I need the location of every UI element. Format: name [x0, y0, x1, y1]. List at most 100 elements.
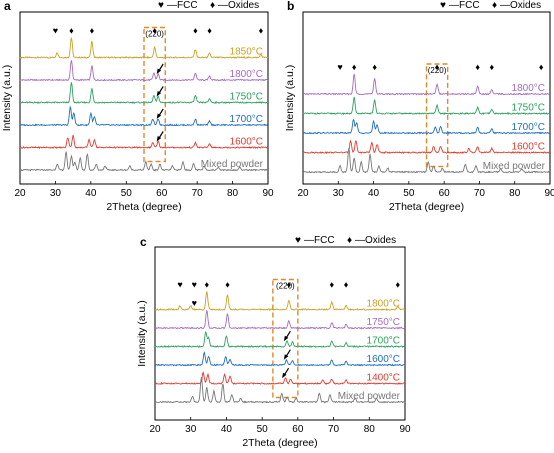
series-label: 1700°C — [512, 122, 545, 133]
arrow-head-icon — [156, 68, 162, 74]
legend-oxides-label: —Oxides — [500, 0, 541, 11]
highlight-box — [425, 63, 449, 168]
series-label: 1800°C — [512, 83, 545, 94]
arrow-head-icon — [283, 354, 289, 360]
series-line-3 — [19, 105, 269, 127]
series-line-2 — [19, 82, 269, 105]
series-label: 1850°C — [230, 47, 263, 58]
series-label: 1750°C — [367, 317, 400, 328]
oxide-marker-icon: ♦ — [344, 280, 349, 290]
series-line-3 — [154, 351, 406, 367]
x-tick-label: 40 — [368, 188, 380, 199]
fcc-marker-icon: ♥ — [177, 280, 182, 290]
series-line-5 — [19, 151, 269, 172]
legend-oxides-icon: ♦ — [347, 235, 352, 246]
series-label: 1700°C — [230, 114, 263, 125]
series-label: 1600°C — [230, 137, 263, 148]
series-line-1 — [154, 310, 406, 330]
oxide-marker-icon: ♦ — [329, 280, 334, 290]
y-axis-label: Intensity (a.u.) — [284, 65, 296, 132]
highlight-label: (220) — [145, 30, 164, 39]
series-line-4 — [19, 134, 269, 150]
x-tick-label: 60 — [439, 188, 451, 199]
series-line-1 — [19, 60, 269, 82]
series-line-5 — [154, 377, 406, 404]
legend-fcc-icon: ♥ — [440, 0, 446, 11]
series-label: 1700°C — [367, 336, 400, 347]
oxide-marker-icon: ♦ — [352, 62, 357, 72]
oxide-marker-icon: ♦ — [259, 26, 264, 36]
oxide-marker-icon: ♦ — [207, 26, 212, 36]
legend-fcc-icon: ♥ — [158, 0, 164, 11]
plot-frame — [302, 11, 551, 185]
series-line-4 — [154, 370, 405, 385]
highlight-box — [143, 26, 166, 163]
oxide-marker-icon: ♦ — [435, 62, 440, 72]
plot-frame — [154, 246, 406, 421]
x-tick-label: 60 — [156, 188, 168, 199]
x-tick-label: 90 — [544, 188, 554, 199]
x-tick-label: 70 — [192, 188, 204, 199]
series-label: 1800°C — [230, 69, 263, 80]
oxide-marker-icon: ♦ — [372, 62, 377, 72]
series-label: Mixed powder — [201, 159, 264, 170]
y-axis-label: Intensity (a.u.) — [136, 300, 148, 367]
highlight-box — [272, 278, 299, 399]
oxide-marker-icon: ♦ — [204, 280, 209, 290]
fcc-marker-icon: ♥ — [53, 26, 58, 36]
series-label: 1750°C — [230, 92, 263, 103]
legend-fcc-label: —FCC — [449, 0, 480, 11]
x-axis-label: 2Theta (degree) — [106, 201, 181, 213]
x-axis-label: 2Theta (degree) — [389, 201, 464, 213]
series-label: 1600°C — [367, 354, 400, 365]
x-axis-label: 2Theta (degree) — [242, 437, 317, 449]
x-tick-label: 20 — [149, 424, 161, 435]
panel-c: c 20 30 40 50 60 70 80 90 2Theta (degree) Intensit… — [136, 235, 411, 449]
series-line-2 — [154, 331, 406, 349]
arrow-head-icon — [156, 136, 162, 142]
series-label: 1400°C — [367, 373, 400, 384]
x-tick-label: 30 — [333, 188, 345, 199]
legend-oxides-label: —Oxides — [218, 0, 259, 11]
series-line-0 — [19, 37, 269, 59]
x-tick-label: 30 — [185, 424, 197, 435]
series-line-3 — [302, 139, 550, 154]
x-tick-label: 20 — [297, 188, 309, 199]
x-tick-label: 80 — [227, 188, 239, 199]
x-tick-label: 80 — [509, 188, 521, 199]
x-tick-label: 50 — [257, 424, 269, 435]
series-label: 1800°C — [367, 299, 400, 310]
x-tick-label: 70 — [474, 188, 486, 199]
series-line-2 — [302, 118, 551, 135]
panel-b: b 20 30 40 50 60 70 80 90 2Theta (degree) Intensit… — [284, 0, 554, 213]
panel-label: b — [287, 0, 294, 13]
arrow-head-icon — [282, 372, 287, 379]
y-axis-label: Intensity (a.u.) — [1, 65, 13, 132]
x-tick-label: 70 — [328, 424, 340, 435]
fcc-marker-icon: ♥ — [192, 298, 197, 308]
x-tick-label: 40 — [85, 188, 97, 199]
highlight-label: (220) — [276, 282, 295, 291]
x-tick-label: 40 — [221, 424, 233, 435]
series-label: 1600°C — [512, 142, 545, 153]
x-tick-label: 60 — [292, 424, 304, 435]
highlight-label: (220) — [428, 66, 447, 75]
legend-fcc-label: —FCC — [167, 0, 198, 11]
x-tick-label: 80 — [364, 424, 376, 435]
panel-a: a 20 30 40 50 60 70 80 90 2Theta (degree) Intensit… — [1, 0, 274, 213]
x-tick-label: 50 — [121, 188, 133, 199]
oxide-marker-icon: ♦ — [475, 62, 480, 72]
oxide-marker-icon: ♦ — [69, 26, 74, 36]
legend-oxides-icon: ♦ — [210, 0, 215, 11]
oxide-marker-icon: ♦ — [193, 26, 198, 36]
oxide-marker-icon: ♦ — [152, 26, 157, 36]
series-line-1 — [302, 96, 551, 116]
legend-fcc-label: —FCC — [304, 235, 335, 246]
oxide-marker-icon: ♦ — [489, 62, 494, 72]
x-tick-label: 50 — [403, 188, 415, 199]
series-label: Mixed powder — [338, 391, 401, 402]
fcc-marker-icon: ♥ — [192, 280, 197, 290]
panel-label: c — [140, 235, 147, 249]
x-tick-label: 20 — [14, 188, 26, 199]
